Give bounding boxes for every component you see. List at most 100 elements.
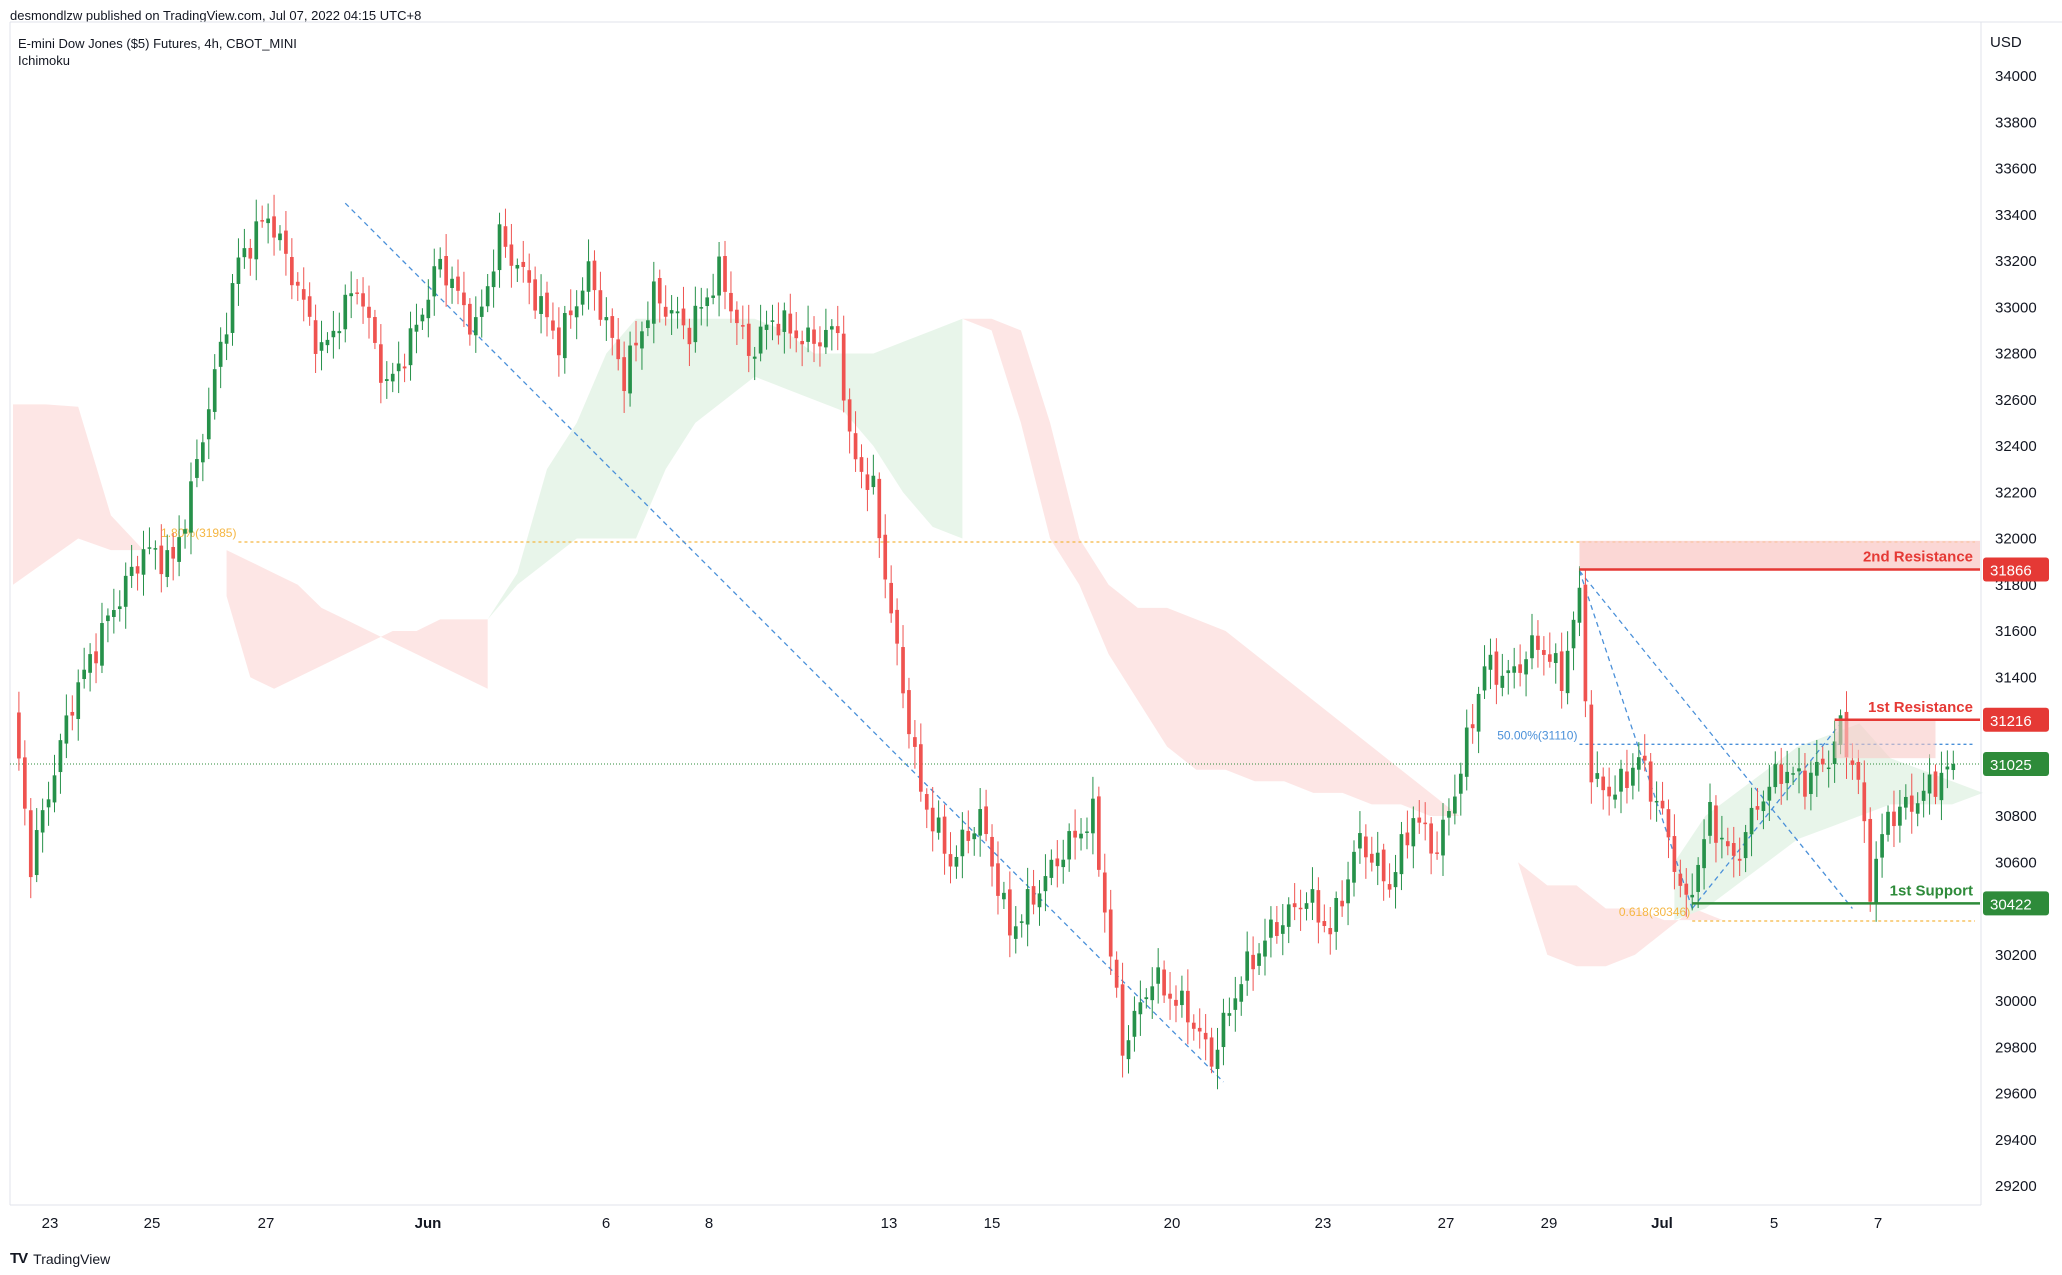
candle-body <box>568 310 573 316</box>
candlestick <box>1399 821 1404 891</box>
candlestick <box>1589 690 1594 804</box>
candle-body <box>390 373 395 382</box>
level-badge <box>1983 891 2049 916</box>
candlestick <box>1577 566 1582 637</box>
candlestick <box>1037 880 1042 926</box>
price-tick-label: 30800 <box>1995 808 2037 825</box>
candlestick <box>1239 976 1244 1016</box>
candle-body <box>1874 858 1878 904</box>
candle-body <box>1488 654 1493 670</box>
candle-body <box>438 258 443 270</box>
candle-body <box>1292 903 1297 908</box>
candle-body <box>266 218 270 224</box>
price-tick-label: 32400 <box>1995 438 2037 455</box>
price-tick-label: 29400 <box>1995 1132 2037 1149</box>
candle-body <box>1678 873 1683 886</box>
candlestick <box>1464 709 1469 791</box>
candlestick <box>1221 998 1226 1066</box>
candle-body <box>1636 757 1641 770</box>
logo-text: TradingView <box>33 1250 111 1267</box>
candle-body <box>1257 953 1261 966</box>
candlestick <box>1447 798 1451 836</box>
candlestick <box>1518 644 1522 687</box>
candlestick <box>46 781 51 826</box>
candlestick <box>183 519 187 549</box>
candle-body <box>17 712 21 759</box>
candle-body <box>669 310 674 314</box>
candle-body <box>491 271 496 288</box>
candlestick <box>818 326 822 367</box>
candle-body <box>1909 795 1914 812</box>
candlestick <box>331 310 336 359</box>
candlestick <box>1571 611 1576 671</box>
time-tick-label: 7 <box>1874 1215 1882 1232</box>
candlestick <box>1749 787 1754 857</box>
fib-label: 50.00%(31110) <box>1497 728 1577 742</box>
candlestick <box>1536 620 1540 668</box>
candle-body <box>112 610 116 617</box>
candle-body <box>379 344 383 383</box>
candle-body <box>1328 928 1333 935</box>
candlestick <box>1642 734 1647 772</box>
candle-body <box>657 278 662 304</box>
candlestick <box>557 307 561 377</box>
candlestick <box>147 527 152 555</box>
tradingview-logo[interactable]: TV TradingView <box>10 1250 110 1267</box>
candlestick <box>1055 840 1060 888</box>
candle-body <box>52 775 57 803</box>
candle-body <box>1654 800 1659 803</box>
candlestick <box>206 387 211 460</box>
candle-body <box>503 226 508 247</box>
candlestick <box>313 304 318 374</box>
candlestick <box>82 647 87 689</box>
candle-body <box>473 317 478 336</box>
candle-body <box>100 623 104 666</box>
candlestick <box>687 318 692 367</box>
candlestick <box>414 303 419 354</box>
candlestick <box>1619 759 1623 814</box>
candlestick <box>1387 863 1392 898</box>
candlestick <box>1488 638 1493 690</box>
candle-body <box>1203 1032 1208 1040</box>
candle-body <box>129 566 134 576</box>
candle-body <box>343 294 348 330</box>
candle-body <box>1108 909 1113 957</box>
candle-body <box>681 308 686 326</box>
candle-body <box>1304 903 1309 909</box>
candle-body <box>1542 650 1546 655</box>
candlestick <box>936 800 941 840</box>
candle-body <box>212 369 217 412</box>
candle-body <box>1524 659 1528 675</box>
candle-body <box>1500 675 1505 688</box>
candlestick <box>325 332 330 354</box>
candlestick <box>1648 753 1653 820</box>
candle-body <box>924 794 929 810</box>
candle-body <box>794 330 799 339</box>
candlestick <box>1820 746 1825 773</box>
candlestick <box>1275 905 1279 944</box>
candle-body <box>1791 773 1795 775</box>
candlestick <box>948 832 953 884</box>
candlestick <box>1007 871 1012 958</box>
candlestick <box>295 272 300 301</box>
candle-body <box>646 320 650 329</box>
time-tick-label: 23 <box>1315 1215 1332 1232</box>
candlestick <box>1215 1027 1220 1090</box>
candlestick <box>28 798 33 899</box>
level-badge <box>1983 707 2049 732</box>
candlestick <box>1636 742 1641 792</box>
candlestick <box>438 247 443 278</box>
candle-body <box>942 816 947 854</box>
support-resistance-levels: 2nd Resistance 1st Resistance 1st Support <box>1579 540 1980 905</box>
candle-body <box>1458 773 1463 794</box>
candle-body <box>598 290 603 320</box>
time-tick-label: 27 <box>1438 1215 1455 1232</box>
candlestick <box>1672 814 1677 890</box>
candlestick <box>1660 781 1665 815</box>
candlestick <box>871 454 876 495</box>
candle-body <box>693 305 698 343</box>
candlestick <box>497 212 502 288</box>
candlestick <box>1547 632 1552 668</box>
candlestick <box>889 565 893 623</box>
